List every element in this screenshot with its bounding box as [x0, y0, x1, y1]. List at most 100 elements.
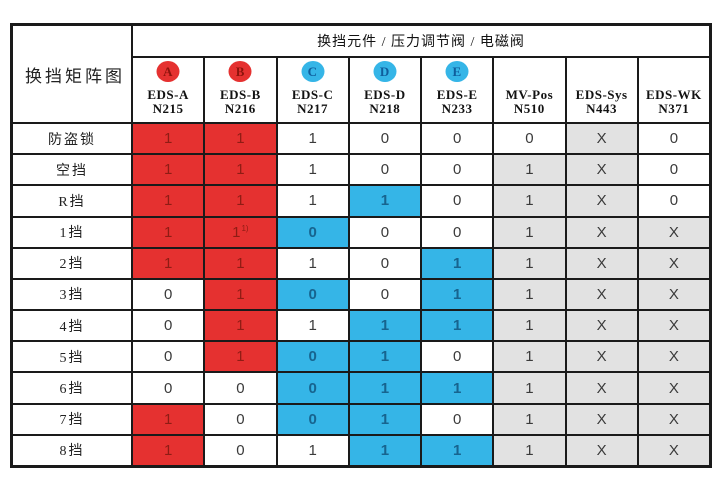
cell-value: 0 — [452, 223, 462, 241]
cell-value: 1 — [380, 379, 390, 397]
cell-value: 1 — [236, 161, 245, 179]
cell-value: 1 — [525, 161, 534, 179]
cell-value: 1 — [452, 317, 462, 335]
column-header-mv-pos: MV-Pos N510 — [494, 58, 565, 122]
matrix-cell: 0 — [277, 373, 348, 403]
row-label: 2挡 — [13, 248, 131, 278]
matrix-cell: 1 — [133, 435, 204, 465]
matrix-cell: 0 — [638, 155, 709, 185]
matrix-cell: 1 — [349, 373, 420, 403]
matrix-cell: 0 — [349, 124, 420, 154]
matrix-cell: 1 — [133, 124, 204, 154]
column-name: EDS-Sys — [575, 87, 628, 102]
cell-value: 0 — [380, 254, 390, 272]
cell-value: 1 — [525, 348, 534, 366]
cell-value: 1 — [308, 130, 317, 148]
cell-value: X — [596, 254, 607, 272]
cell-value: 0 — [236, 379, 245, 397]
column-code: N215 — [152, 101, 184, 116]
matrix-cell: 1 — [277, 248, 348, 278]
cell-value: 1 — [452, 379, 462, 397]
cell-value: 0 — [163, 379, 173, 397]
matrix-cell: 1 — [277, 155, 348, 185]
matrix-cell: 0 — [494, 124, 565, 154]
cell-value: 1 — [163, 254, 173, 272]
cell-value: 1 — [452, 441, 462, 459]
matrix-cell: X — [638, 279, 709, 310]
cell-value: 1 — [308, 441, 317, 459]
cell-value: 1 — [163, 410, 173, 428]
valve-badge-icon: B — [228, 61, 252, 82]
cell-value: 1 — [452, 254, 462, 272]
column-name: EDS-C — [291, 87, 334, 102]
cell-value: 0 — [308, 285, 317, 303]
cell-value: 0 — [308, 410, 317, 428]
cell-value: X — [596, 285, 607, 303]
matrix-cell: X — [566, 342, 637, 372]
column-header-eds-a: A EDS-A N215 — [133, 58, 204, 122]
column-name: EDS-WK — [646, 87, 702, 102]
matrix-cell: 0 — [422, 124, 493, 154]
matrix-cell: 1 — [422, 279, 493, 310]
shift-matrix-table: 换挡矩阵图 换挡元件 / 压力调节阀 / 电磁阀 A EDS-A N215 B EDS-… — [10, 23, 712, 468]
matrix-cell: 0 — [205, 435, 276, 465]
cell-value: 0 — [452, 410, 462, 428]
footnote-marker: 1) — [241, 223, 249, 233]
cell-value: 1 — [163, 130, 173, 148]
matrix-cell: 1 — [133, 248, 204, 278]
matrix-cell: 0 — [422, 186, 493, 216]
cell-value: 1 — [525, 192, 534, 210]
matrix-cell: X — [566, 186, 637, 216]
cell-value: 0 — [308, 223, 317, 241]
column-header-eds-sys: EDS-Sys N443 — [566, 58, 637, 122]
matrix-cell: X — [566, 248, 637, 278]
cell-value: 0 — [380, 223, 390, 241]
row-label: 7挡 — [13, 404, 131, 434]
column-header-eds-d: D EDS-D N218 — [349, 58, 420, 122]
matrix-cell: 1 — [277, 124, 348, 154]
cell-value: 1 — [308, 317, 317, 335]
valve-badge-icon: E — [445, 61, 469, 82]
row-label: 6挡 — [13, 373, 131, 403]
matrix-cell: 0 — [133, 373, 204, 403]
column-code: N371 — [658, 101, 690, 116]
cell-value: 1 — [163, 192, 173, 210]
corner-label: 换挡矩阵图 — [13, 26, 131, 122]
row-label: 防盗锁 — [13, 124, 131, 154]
matrix-cell: 1 — [494, 435, 565, 465]
cell-value: X — [668, 317, 679, 335]
cell-value: X — [668, 254, 679, 272]
valve-badge-icon: C — [301, 61, 325, 82]
cell-value: 0 — [236, 441, 245, 459]
matrix-cell: 1 — [494, 279, 565, 310]
matrix-cell: 1 — [494, 186, 565, 216]
matrix-cell: X — [638, 435, 709, 465]
matrix-cell: 0 — [349, 248, 420, 278]
matrix-cell: 1 — [133, 217, 204, 247]
matrix-cell: 1 — [349, 311, 420, 341]
cell-value: 0 — [452, 348, 462, 366]
cell-value: 0 — [380, 285, 390, 303]
cell-value: 0 — [236, 410, 245, 428]
matrix-cell: 0 — [422, 404, 493, 434]
column-name: EDS-A — [147, 87, 189, 102]
row-label: 3挡 — [13, 279, 131, 310]
matrix-cell: 0 — [422, 217, 493, 247]
matrix-cell: X — [566, 373, 637, 403]
matrix-cell: 1 — [494, 155, 565, 185]
cell-value: 1 — [236, 285, 245, 303]
matrix-cell: 1 — [494, 248, 565, 278]
column-code: N217 — [297, 101, 329, 116]
matrix-cell: 0 — [133, 311, 204, 341]
cell-value: X — [596, 223, 607, 241]
cell-value: 1 — [525, 410, 534, 428]
cell-value: X — [596, 348, 607, 366]
matrix-cell: 0 — [349, 155, 420, 185]
cell-value: 1 — [236, 348, 245, 366]
cell-value: 0 — [163, 285, 173, 303]
matrix-cell: X — [566, 279, 637, 310]
table-header-title: 换挡元件 / 压力调节阀 / 电磁阀 — [133, 26, 709, 56]
cell-value: 1 — [380, 192, 390, 210]
column-name: EDS-B — [219, 87, 261, 102]
